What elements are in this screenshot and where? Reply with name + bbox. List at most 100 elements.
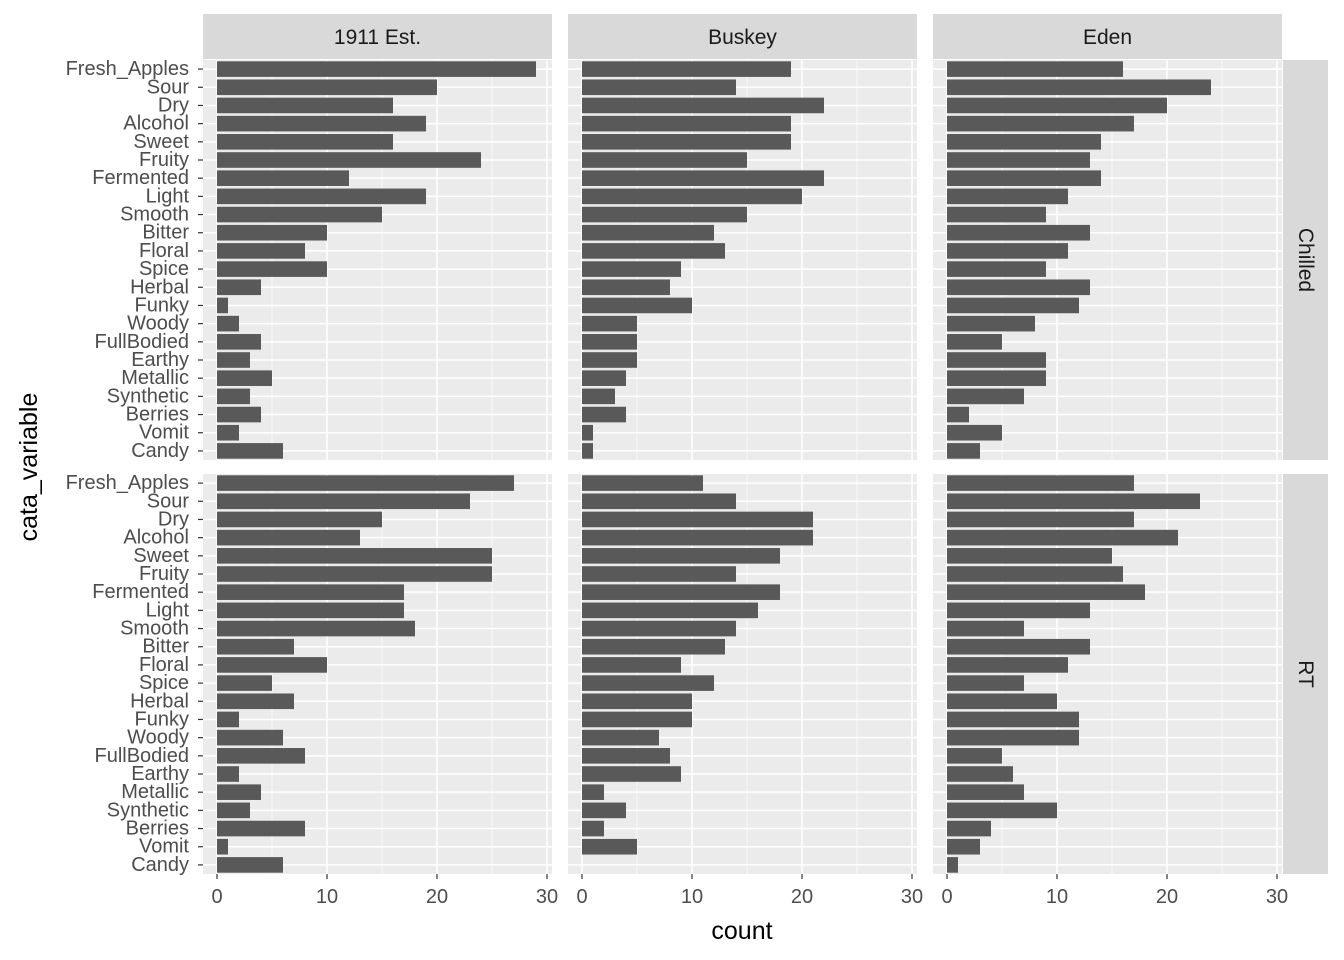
bar-fullbodied <box>217 748 305 764</box>
bar-floral <box>217 243 305 259</box>
bar-metallic <box>582 370 626 386</box>
bar-vomit <box>582 424 593 441</box>
bar-vomit <box>217 424 239 441</box>
y-tick-label: Sour <box>147 490 190 512</box>
bar-metallic <box>947 370 1046 386</box>
bar-vomit <box>947 838 980 855</box>
y-tick-label: Woody <box>127 313 189 335</box>
bar-berries <box>947 406 969 423</box>
bar-earthy <box>217 352 250 368</box>
bar-berries <box>217 406 261 423</box>
bar-floral <box>582 243 725 259</box>
bar-fresh_apples <box>217 475 514 491</box>
x-tick-label: 20 <box>426 886 448 908</box>
bar-smooth <box>947 620 1024 637</box>
bar-earthy <box>217 766 239 782</box>
bar-metallic <box>582 784 604 800</box>
bar-sweet <box>947 548 1112 564</box>
bar-fruity <box>582 566 736 582</box>
y-tick-label: Bitter <box>142 636 189 658</box>
y-tick-label: Synthetic <box>107 799 189 821</box>
bar-light <box>582 188 802 205</box>
bar-woody <box>217 729 283 746</box>
y-tick-label: Dry <box>158 508 189 530</box>
x-tick-label: 0 <box>576 886 587 908</box>
bar-spice <box>217 675 272 691</box>
y-tick-label: Fresh_Apples <box>66 472 189 494</box>
bar-dry <box>217 511 382 528</box>
bar-herbal <box>217 693 294 710</box>
bar-woody <box>217 315 239 332</box>
y-tick-label: Berries <box>126 404 189 426</box>
bar-sour <box>947 79 1211 96</box>
bar-fullbodied <box>582 748 670 764</box>
bar-vomit <box>217 838 228 855</box>
y-tick-label: Metallic <box>121 367 189 389</box>
y-tick-label: Funky <box>135 294 189 316</box>
x-tick-label: 20 <box>1156 886 1178 908</box>
bar-alcohol <box>582 115 791 132</box>
y-tick-label: Fermented <box>92 581 189 603</box>
x-tick-label: 30 <box>1266 886 1288 908</box>
bar-sour <box>582 493 736 510</box>
bar-synthetic <box>582 388 615 405</box>
bar-fresh_apples <box>582 61 791 77</box>
bar-fruity <box>582 152 747 168</box>
bar-earthy <box>947 352 1046 368</box>
bar-fullbodied <box>217 334 261 350</box>
bar-metallic <box>217 370 272 386</box>
y-tick-label: Smooth <box>120 204 189 226</box>
bar-fermented <box>217 170 349 186</box>
bar-sweet <box>947 134 1101 150</box>
y-tick-label: Synthetic <box>107 385 189 407</box>
bar-woody <box>582 729 659 746</box>
bar-fullbodied <box>582 334 637 350</box>
column-strip <box>933 14 1282 59</box>
bar-bitter <box>582 638 725 655</box>
x-tick-label: 30 <box>901 886 923 908</box>
y-tick-label: Smooth <box>120 618 189 640</box>
bar-alcohol <box>947 529 1178 546</box>
x-tick-label: 10 <box>1046 886 1068 908</box>
bar-floral <box>947 243 1068 259</box>
y-tick-label: Sweet <box>133 545 189 567</box>
bar-berries <box>582 406 626 423</box>
bar-funky <box>947 297 1079 314</box>
y-tick-label: Spice <box>139 258 189 280</box>
y-tick-label: Spice <box>139 672 189 694</box>
column-strip <box>568 14 917 59</box>
bar-herbal <box>947 279 1090 296</box>
bar-spice <box>582 261 681 277</box>
bar-sour <box>217 493 470 510</box>
y-axis-title: cata_variable <box>15 393 43 542</box>
bar-synthetic <box>217 388 250 405</box>
bar-candy <box>217 857 283 873</box>
bar-candy <box>947 443 980 459</box>
bar-bitter <box>947 224 1090 241</box>
y-tick-label: Candy <box>131 440 189 462</box>
row-strip <box>1283 60 1328 460</box>
y-tick-label: Alcohol <box>123 527 189 549</box>
y-tick-label: Floral <box>139 240 189 262</box>
y-tick-label: Light <box>146 185 190 207</box>
bar-floral <box>947 657 1068 673</box>
row-strip <box>1283 474 1328 874</box>
bar-fermented <box>582 170 824 186</box>
row-strip-label: Chilled <box>1294 228 1317 292</box>
bar-alcohol <box>582 529 813 546</box>
bar-alcohol <box>947 115 1134 132</box>
bar-light <box>582 602 758 619</box>
bar-sour <box>217 79 437 96</box>
bar-earthy <box>582 766 681 782</box>
bar-woody <box>582 315 637 332</box>
x-tick-label: 30 <box>536 886 558 908</box>
bar-candy <box>947 857 958 873</box>
bar-dry <box>947 511 1134 528</box>
y-tick-label: Herbal <box>130 276 189 298</box>
bar-funky <box>217 297 228 314</box>
x-tick-label: 0 <box>211 886 222 908</box>
column-strip-label: 1911 Est. <box>334 26 421 49</box>
bar-fresh_apples <box>947 475 1134 491</box>
bar-funky <box>582 711 692 728</box>
